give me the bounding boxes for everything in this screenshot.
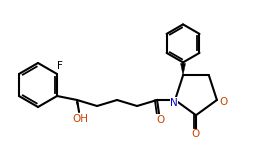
Text: OH: OH — [72, 114, 88, 124]
Text: O: O — [192, 129, 200, 139]
Text: N: N — [170, 98, 178, 108]
Text: O: O — [220, 97, 228, 107]
Polygon shape — [76, 102, 79, 111]
Text: O: O — [156, 115, 164, 125]
Text: F: F — [57, 61, 63, 71]
Polygon shape — [181, 63, 186, 75]
